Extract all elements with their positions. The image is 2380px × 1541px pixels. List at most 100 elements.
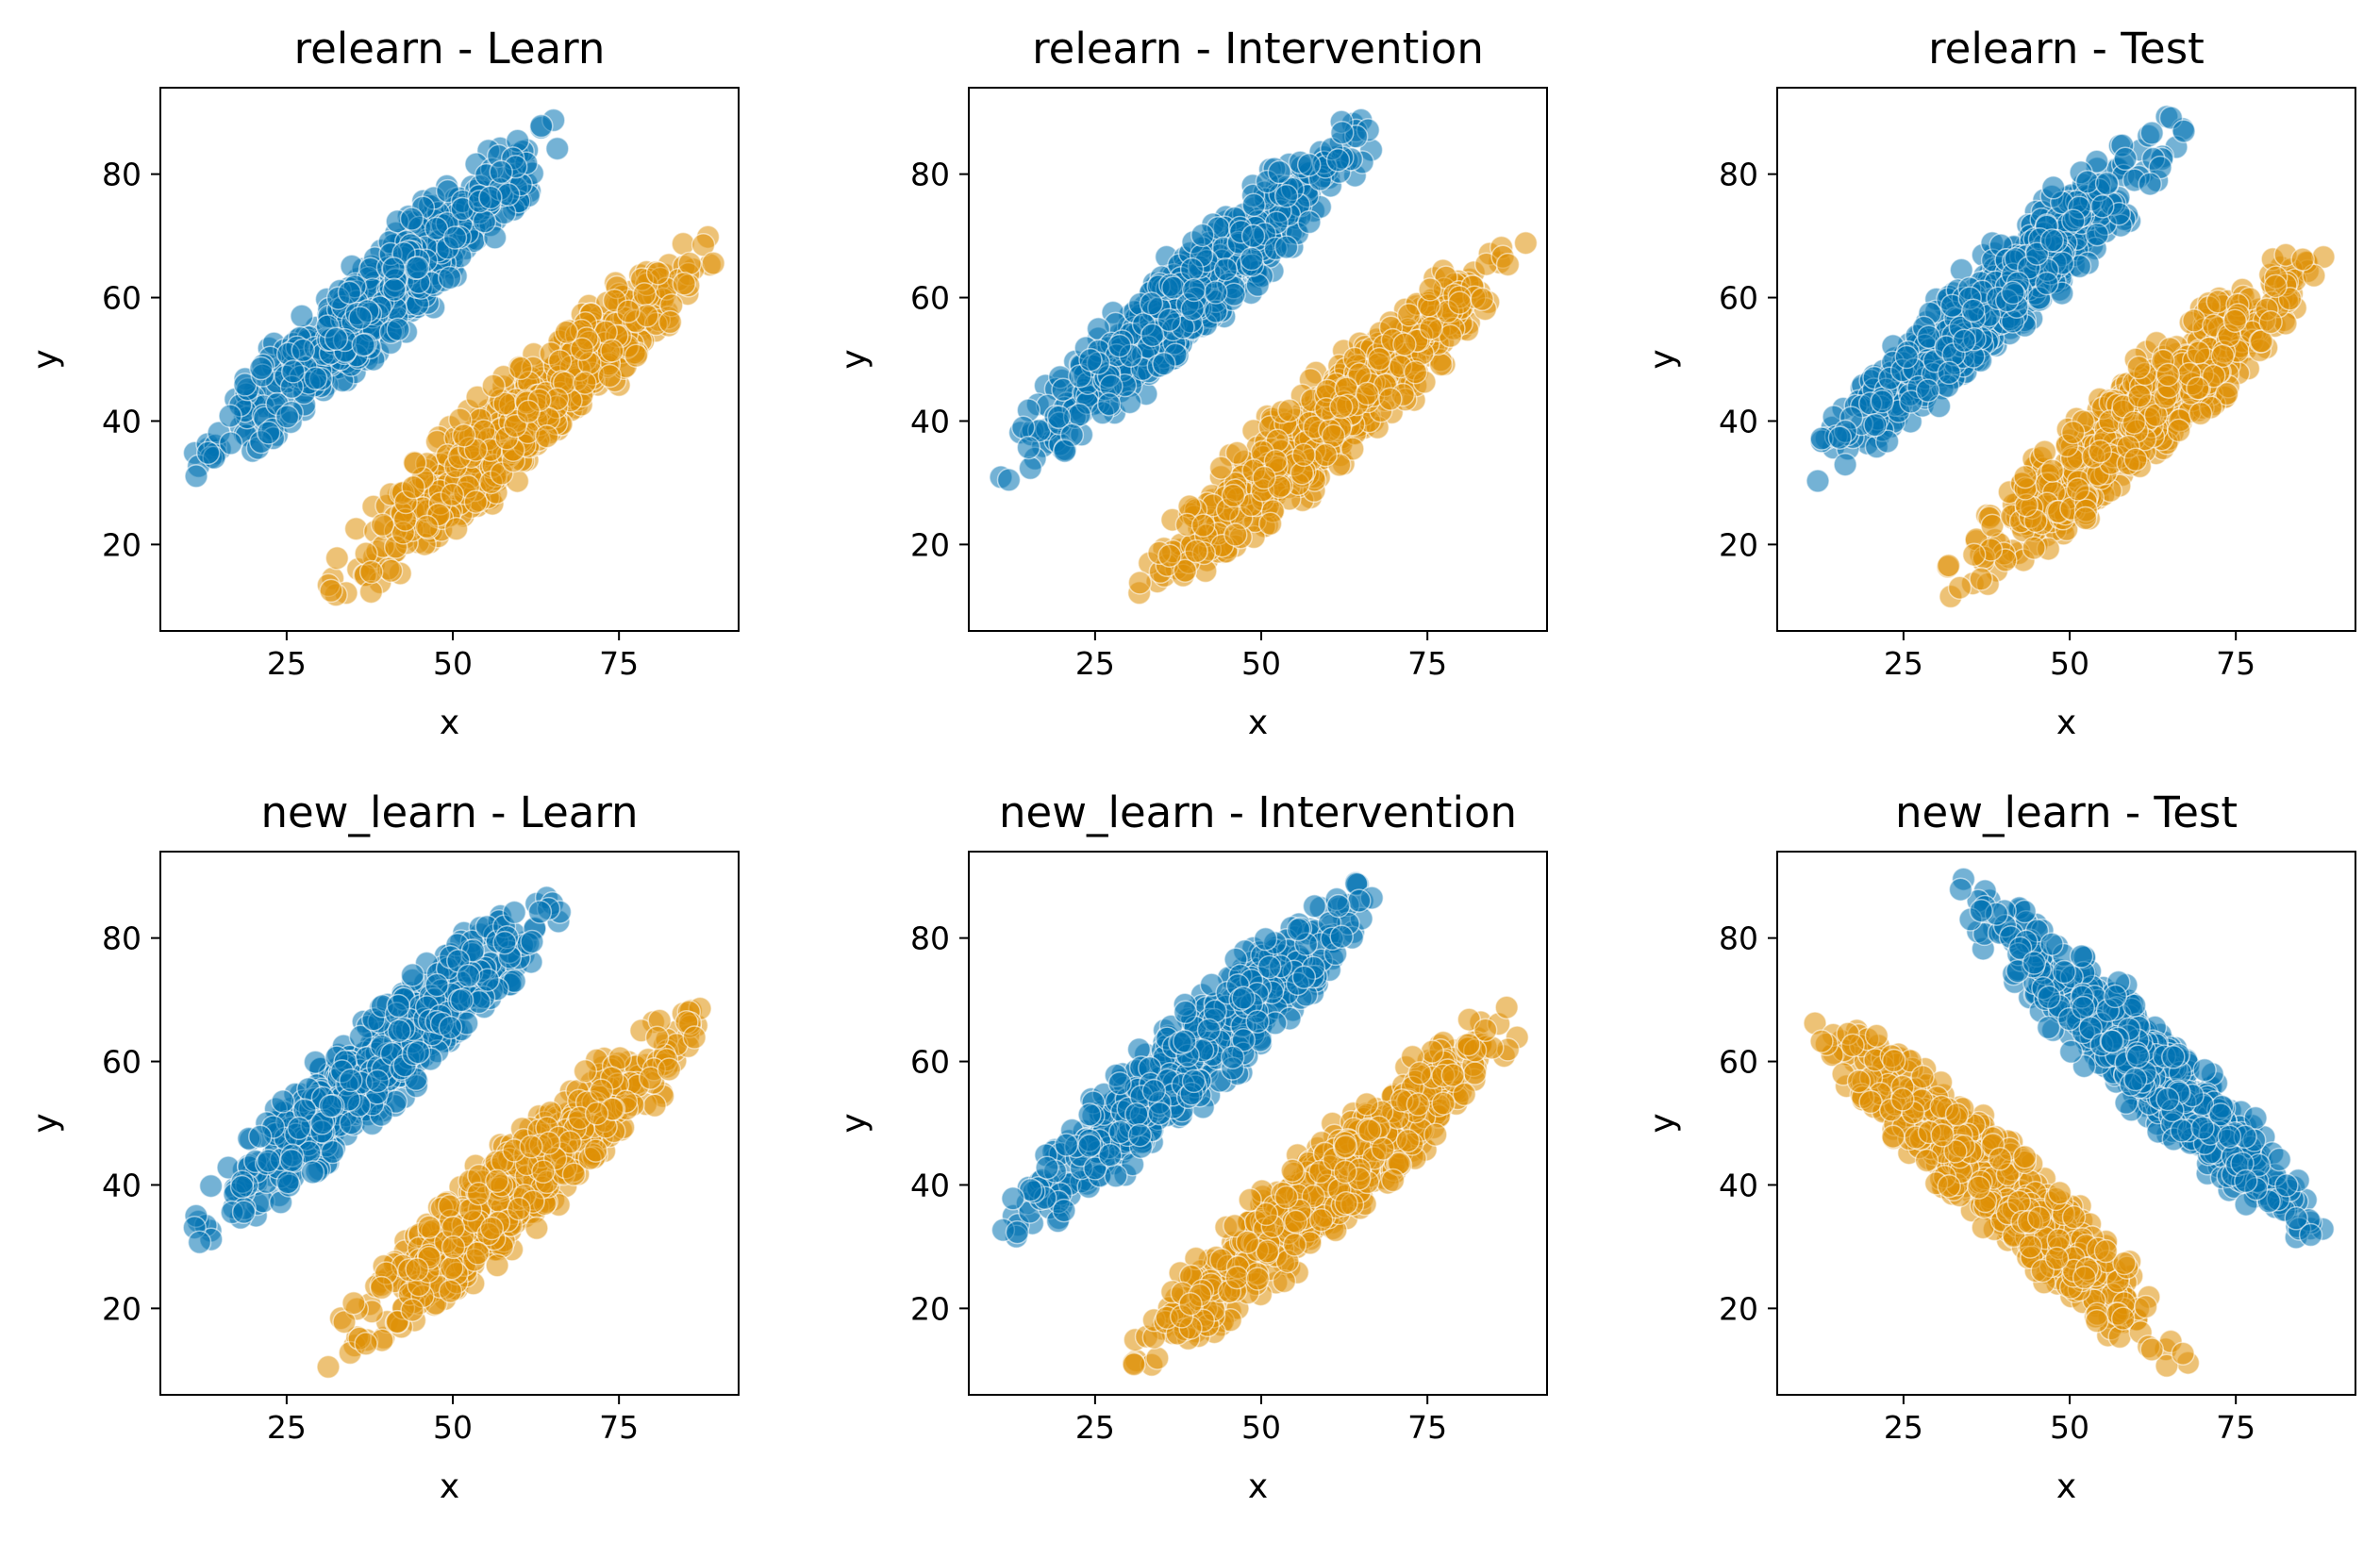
- point-s1-646: [508, 356, 533, 381]
- y-axis-label: y: [1643, 349, 1682, 369]
- point-s0-643: [2040, 175, 2066, 200]
- point-s1-567: [2214, 381, 2239, 406]
- point-s1-460: [325, 546, 350, 571]
- point-s1-616: [319, 578, 343, 604]
- point-s1-467: [2182, 308, 2206, 333]
- point-s0-609: [256, 1149, 281, 1173]
- point-s0-633: [1952, 328, 1977, 353]
- point-s1-427: [1224, 440, 1250, 466]
- point-s1-594: [2188, 401, 2213, 426]
- point-s0-588: [1010, 415, 1036, 439]
- point-s0-644: [381, 256, 406, 281]
- point-s0-643: [1267, 159, 1292, 185]
- scatter-points: [1806, 104, 2336, 609]
- point-s1-646: [2155, 362, 2181, 388]
- y-axis-label: y: [26, 349, 65, 369]
- point-s0-626: [492, 930, 517, 955]
- y-tick-label: 40: [102, 403, 141, 439]
- point-s0-630: [424, 972, 449, 998]
- point-s1-635: [2222, 308, 2248, 333]
- x-tick-label: 75: [1407, 645, 1447, 682]
- point-s1-489: [1936, 553, 1961, 578]
- point-s0-637: [2024, 241, 2050, 266]
- point-s1-649: [2186, 375, 2210, 401]
- point-s1-569: [1173, 558, 1198, 583]
- point-s0-619: [1296, 153, 1322, 177]
- point-s1-531: [624, 343, 649, 368]
- point-s1-644: [2258, 309, 2283, 335]
- point-s1-640: [2202, 363, 2226, 389]
- point-s0-599: [218, 404, 242, 428]
- axes-frame: [159, 87, 740, 632]
- point-s1-583: [632, 282, 657, 307]
- point-s1-630: [1221, 483, 1246, 508]
- point-s1-641: [2186, 340, 2211, 365]
- axes-frame: [968, 87, 1548, 632]
- point-s0-641: [2094, 171, 2120, 196]
- point-s1-622: [1961, 542, 1987, 567]
- point-s0-638: [387, 1019, 411, 1043]
- point-s0-645: [1078, 347, 1103, 373]
- point-s1-635: [616, 299, 641, 323]
- point-s1-637: [440, 482, 465, 507]
- point-s1-629: [444, 517, 469, 541]
- point-s0-640: [1139, 291, 1164, 316]
- point-s1-399: [1980, 513, 2005, 539]
- point-s1-649: [597, 363, 623, 389]
- scatter-points: [989, 108, 1539, 605]
- point-s1-620: [1157, 543, 1182, 568]
- axes-frame: [1776, 87, 2356, 632]
- point-s1-647: [1263, 449, 1289, 473]
- point-s0-647: [2061, 208, 2086, 233]
- point-s0-281: [2139, 121, 2164, 145]
- point-s0-645: [275, 1169, 300, 1195]
- point-s0-629: [1190, 223, 1215, 248]
- point-s1-626: [463, 489, 489, 514]
- y-tick-label: 80: [102, 157, 141, 193]
- point-s1-643: [401, 474, 425, 500]
- point-s0-573: [1046, 405, 1072, 430]
- x-tick-label: 50: [1241, 645, 1281, 682]
- point-s0-648: [1273, 235, 1299, 259]
- y-tick-label: 60: [102, 280, 141, 317]
- point-s1-632: [1184, 539, 1208, 564]
- point-s0-590: [1827, 425, 1853, 450]
- x-tick-label: 25: [1075, 645, 1115, 682]
- point-s1-646: [1291, 442, 1316, 468]
- point-s1-634: [1355, 381, 1380, 406]
- point-s0-536: [527, 900, 553, 924]
- point-s0-600: [1863, 412, 1888, 438]
- point-s0-631: [281, 359, 306, 384]
- point-s0-410: [2172, 119, 2196, 143]
- point-s1-642: [534, 423, 559, 449]
- point-s0-641: [1052, 439, 1077, 464]
- point-s1-558: [1396, 303, 1422, 327]
- point-s0-231: [290, 304, 314, 328]
- x-tick-label: 25: [267, 645, 307, 682]
- point-s0-637: [386, 317, 410, 342]
- point-s0-644: [2001, 280, 2025, 306]
- point-s0-645: [324, 326, 349, 352]
- subplot-title: relearn - Test: [1928, 24, 2205, 74]
- point-s1-631: [657, 309, 683, 335]
- point-s1-590: [1403, 359, 1428, 385]
- point-s1-642: [1329, 394, 1354, 420]
- point-s1-632: [2167, 418, 2191, 443]
- point-s1-557: [2205, 290, 2230, 314]
- point-s0-613: [489, 159, 513, 185]
- point-s0-625: [287, 1116, 311, 1141]
- point-s0-639: [303, 366, 328, 390]
- point-s1-621: [1447, 290, 1473, 315]
- point-s0-633: [456, 963, 481, 988]
- point-s1-613: [370, 512, 395, 538]
- point-s0-620: [472, 209, 497, 234]
- point-s1-636: [1470, 287, 1494, 312]
- point-s0-517: [2085, 222, 2109, 247]
- point-s1-591: [547, 349, 573, 373]
- x-axis-label: x: [2056, 704, 2076, 742]
- point-s1-645: [403, 451, 427, 475]
